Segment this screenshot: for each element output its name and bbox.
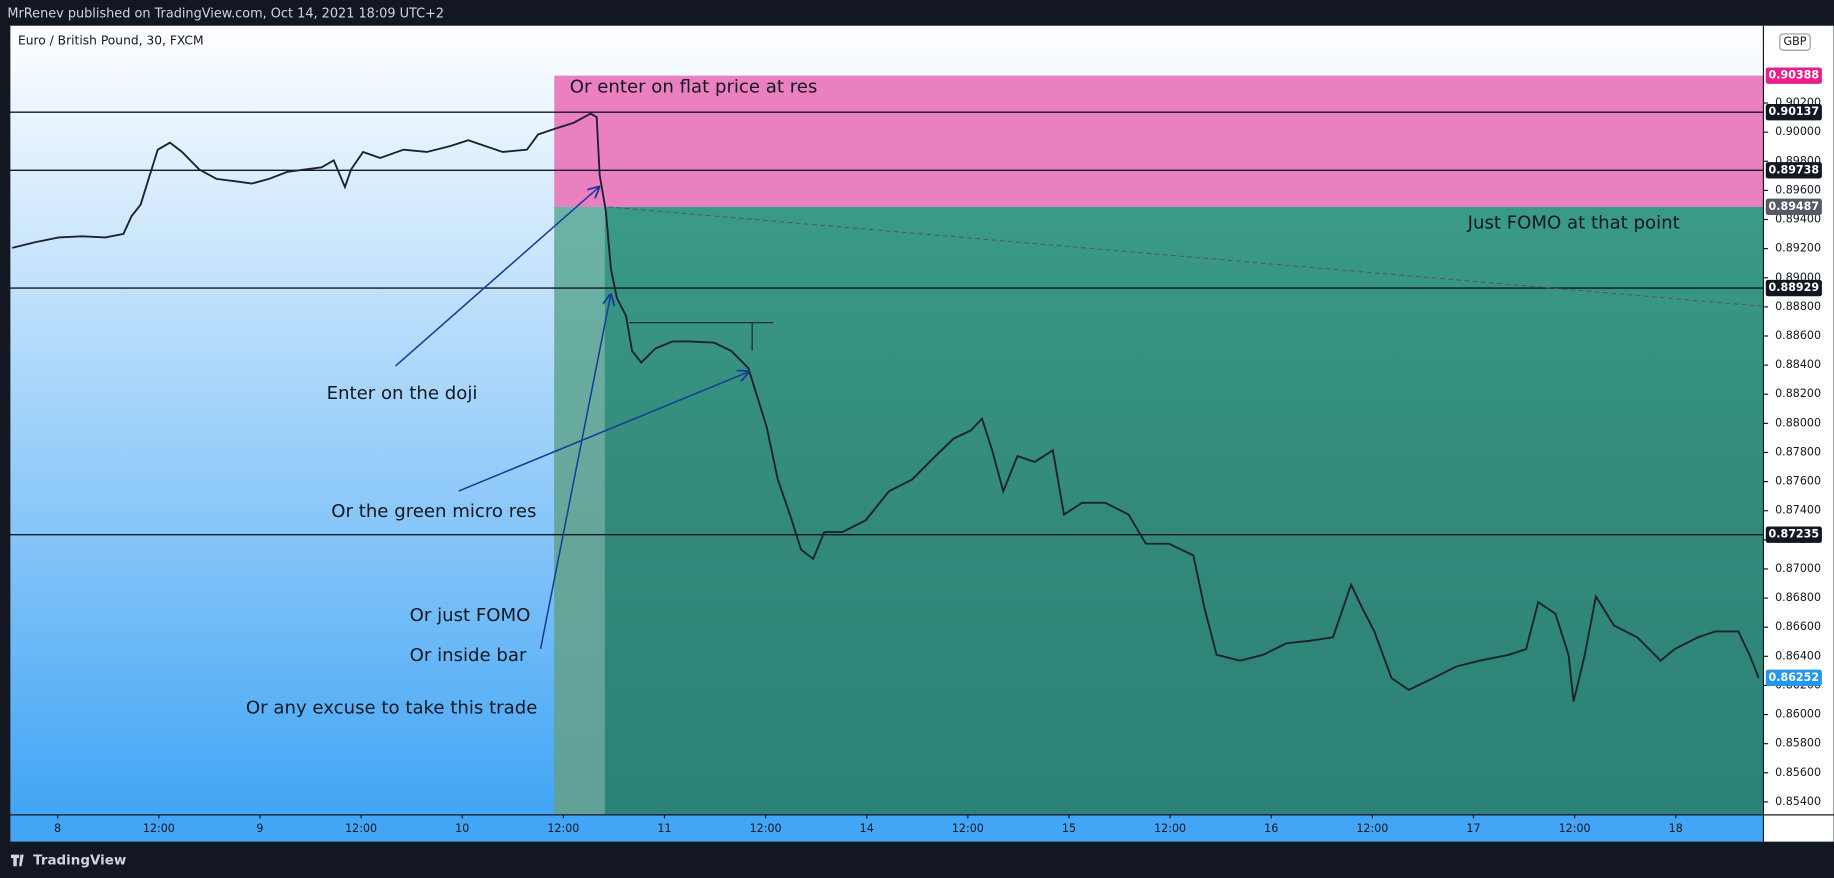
price-tag-label: 0.90388	[1769, 69, 1820, 82]
x-tick-label: 18	[1669, 822, 1683, 835]
y-tick-label: 0.87000	[1775, 562, 1821, 575]
x-tick-label: 16	[1264, 822, 1278, 835]
price-tag	[1765, 669, 1822, 687]
annotation: Enter on the doji	[327, 383, 478, 404]
x-tick-label: 12:00	[1559, 822, 1591, 835]
brand: TradingView	[33, 853, 126, 868]
price-tag-label: 0.88929	[1769, 281, 1820, 294]
x-tick-label: 10	[455, 822, 469, 835]
annotation: Just FOMO at that point	[1467, 212, 1680, 233]
y-tick-label: 0.86600	[1775, 620, 1821, 633]
arrow	[539, 295, 611, 650]
x-tick-label: 12:00	[345, 822, 377, 835]
currency: GBP	[1784, 35, 1807, 48]
target-zone-shade	[554, 206, 1764, 815]
stop-zone	[554, 75, 1764, 207]
y-tick-label: 0.89200	[1775, 242, 1821, 255]
arrow	[458, 372, 749, 492]
price-tag	[1765, 67, 1822, 84]
y-tick-label: 0.90000	[1775, 125, 1821, 138]
x-tick-label: 12:00	[143, 822, 175, 835]
y-tick-label: 0.88000	[1775, 416, 1821, 429]
x-tick-label: 12:00	[952, 822, 984, 835]
x-tick-label: 15	[1062, 822, 1076, 835]
brand-logo	[10, 854, 24, 867]
trend-line	[608, 206, 1764, 307]
bottom-bar	[0, 841, 1834, 878]
price-tag-label: 0.89487	[1769, 200, 1820, 213]
x-tick-label: 8	[54, 822, 61, 835]
price-tag	[1765, 526, 1822, 543]
x-tick-label: 9	[256, 822, 263, 835]
x-tick-label: 12:00	[1356, 822, 1388, 835]
y-tick-label: 0.85600	[1775, 766, 1821, 779]
currency-box	[1779, 33, 1811, 51]
y-tick-label: 0.87600	[1775, 475, 1821, 488]
annotation: Or just FOMO	[410, 605, 531, 626]
y-tick-label: 0.86800	[1775, 591, 1821, 604]
price-line-series	[12, 112, 1760, 702]
y-tick-label: 0.85400	[1775, 795, 1821, 808]
price-tag-label: 0.86252	[1769, 671, 1820, 684]
symbol: Euro / British Pound, 30, FXCM	[18, 33, 204, 47]
y-tick-label: 0.86400	[1775, 649, 1821, 662]
time-axis-bg	[9, 814, 1764, 842]
x-tick-label: 17	[1466, 822, 1480, 835]
top-bar	[0, 0, 1834, 26]
y-tick-label: 0.87400	[1775, 504, 1821, 517]
x-tick-label: 12:00	[750, 822, 782, 835]
price-tag-label: 0.89738	[1769, 163, 1820, 176]
annotation: Or any excuse to take this trade	[246, 697, 537, 718]
annotation: Or the green micro res	[331, 501, 536, 522]
x-tick-label: 11	[657, 822, 671, 835]
price-tag-label: 0.90137	[1769, 105, 1820, 118]
y-tick-label: 0.88200	[1775, 387, 1821, 400]
price-tag	[1765, 198, 1822, 216]
annotation: Or enter on flat price at res	[570, 77, 818, 98]
price-tag	[1765, 104, 1822, 121]
y-tick-label: 0.88600	[1775, 329, 1821, 342]
arrow	[395, 187, 599, 367]
annotation: Or inside bar	[410, 645, 527, 666]
y-tick-label: 0.89600	[1775, 183, 1821, 196]
y-tick-label: 0.88800	[1775, 300, 1821, 313]
publish-info: MrRenev published on TradingView.com, Oc…	[7, 7, 444, 22]
pre-entry-band	[554, 206, 605, 815]
y-tick-label: 0.87800	[1775, 445, 1821, 458]
price-tag	[1765, 279, 1822, 297]
price-tag	[1765, 162, 1822, 179]
y-tick-label: 0.86000	[1775, 708, 1821, 721]
y-tick-label: 0.88400	[1775, 358, 1821, 371]
y-tick-label: 0.85800	[1775, 737, 1821, 750]
price-axis-bg	[1763, 25, 1834, 842]
y-tick-label: 0.89400	[1775, 213, 1821, 226]
x-tick-label: 12:00	[547, 822, 579, 835]
x-tick-label: 12:00	[1154, 822, 1186, 835]
x-tick-label: 14	[860, 822, 874, 835]
micro-res-box	[629, 322, 774, 351]
price-tag-label: 0.87235	[1769, 528, 1820, 541]
